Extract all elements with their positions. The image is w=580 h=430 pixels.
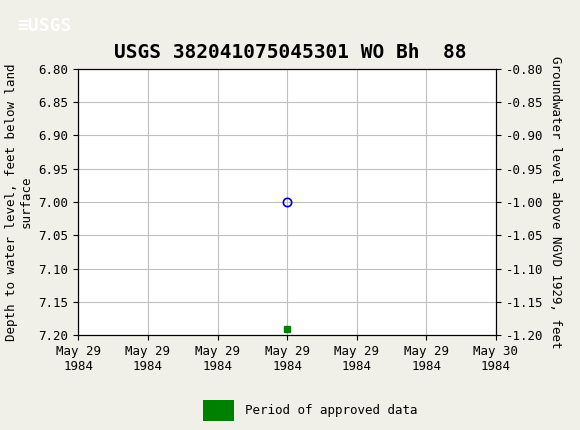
Text: ≡USGS: ≡USGS xyxy=(17,17,72,35)
Bar xyxy=(203,400,234,421)
Y-axis label: Groundwater level above NGVD 1929, feet: Groundwater level above NGVD 1929, feet xyxy=(549,56,561,348)
Y-axis label: Depth to water level, feet below land
surface: Depth to water level, feet below land su… xyxy=(5,63,33,341)
Text: Period of approved data: Period of approved data xyxy=(245,404,417,417)
Text: USGS 382041075045301 WO Bh  88: USGS 382041075045301 WO Bh 88 xyxy=(114,43,466,62)
